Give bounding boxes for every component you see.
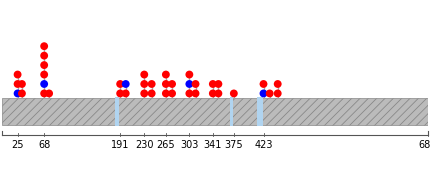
Point bbox=[148, 83, 155, 85]
Text: 341: 341 bbox=[204, 140, 222, 150]
Point bbox=[163, 83, 169, 85]
Bar bbox=[2, 98, 428, 125]
Point bbox=[18, 83, 25, 85]
Point bbox=[260, 92, 267, 95]
Point bbox=[266, 92, 273, 95]
Text: 375: 375 bbox=[224, 140, 243, 150]
Point bbox=[163, 92, 169, 95]
Point bbox=[186, 73, 193, 76]
Point bbox=[41, 45, 48, 48]
Point bbox=[18, 92, 25, 95]
Point bbox=[141, 92, 147, 95]
Point bbox=[122, 92, 129, 95]
Point bbox=[186, 83, 193, 85]
Point bbox=[14, 73, 21, 76]
Bar bbox=[230, 97, 233, 126]
Point bbox=[230, 92, 237, 95]
Point bbox=[41, 73, 48, 76]
Text: 191: 191 bbox=[111, 140, 129, 150]
Point bbox=[14, 92, 21, 95]
Point bbox=[215, 83, 222, 85]
Point bbox=[46, 92, 52, 95]
Point bbox=[14, 83, 21, 85]
Point bbox=[215, 92, 222, 95]
Point bbox=[117, 83, 123, 85]
Point bbox=[141, 83, 147, 85]
Bar bbox=[257, 97, 263, 126]
Point bbox=[274, 92, 281, 95]
Point bbox=[117, 92, 123, 95]
Point bbox=[141, 73, 147, 76]
Text: 68: 68 bbox=[38, 140, 50, 150]
Point bbox=[169, 83, 175, 85]
Text: 230: 230 bbox=[135, 140, 154, 150]
Bar bbox=[115, 97, 119, 126]
Point bbox=[192, 92, 199, 95]
Text: 689: 689 bbox=[419, 140, 430, 150]
Point bbox=[163, 73, 169, 76]
Point bbox=[41, 92, 48, 95]
Text: 303: 303 bbox=[180, 140, 199, 150]
Point bbox=[169, 92, 175, 95]
Point bbox=[274, 83, 281, 85]
Point bbox=[148, 92, 155, 95]
Point bbox=[41, 83, 48, 85]
Point bbox=[260, 83, 267, 85]
Point bbox=[41, 64, 48, 67]
Text: 265: 265 bbox=[157, 140, 175, 150]
Point bbox=[192, 83, 199, 85]
Point bbox=[186, 92, 193, 95]
Point bbox=[41, 54, 48, 57]
Point bbox=[209, 92, 216, 95]
Point bbox=[209, 83, 216, 85]
Point bbox=[122, 83, 129, 85]
Text: 423: 423 bbox=[254, 140, 273, 150]
Text: 25: 25 bbox=[11, 140, 24, 150]
